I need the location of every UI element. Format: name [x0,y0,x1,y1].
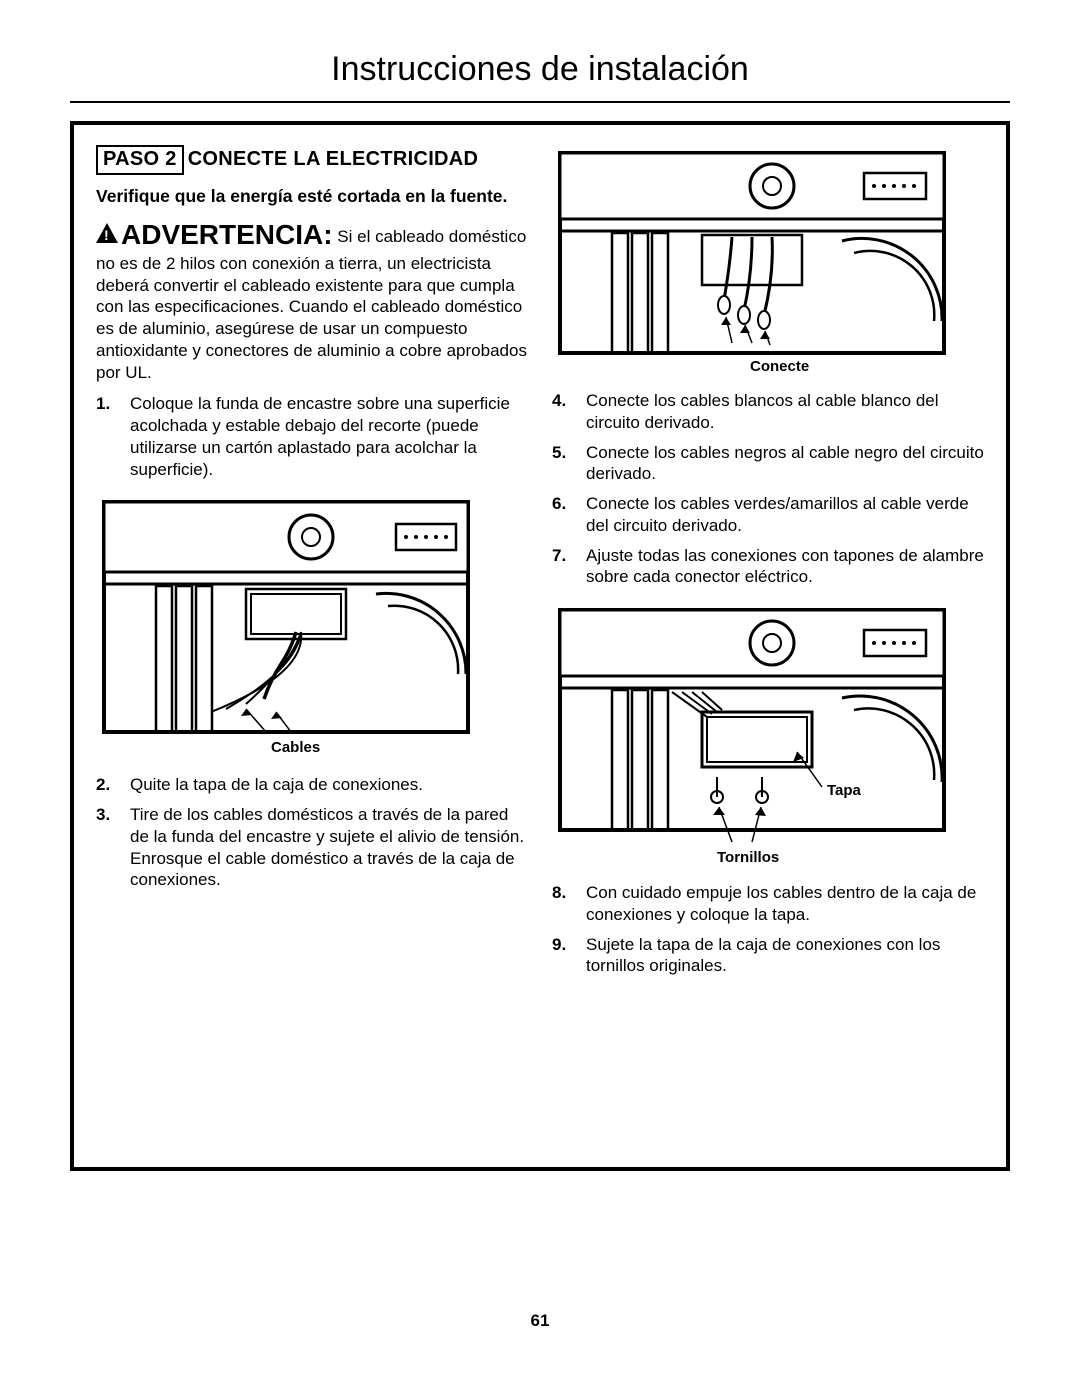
steps-list-right-2: 8.Con cuidado empuje los cables dentro d… [552,882,984,977]
step-5-text: Conecte los cables negros al cable negro… [586,443,984,484]
step-3: 3.Tire de los cables domésticos a través… [120,804,528,891]
step-7-text: Ajuste todas las conexiones con tapones … [586,546,984,587]
step-3-text: Tire de los cables domésticos a través d… [130,805,524,889]
step-8-text: Con cuidado empuje los cables dentro de … [586,883,976,924]
steps-list-left-2: 2.Quite la tapa de la caja de conexiones… [96,774,528,891]
step-9-text: Sujete la tapa de la caja de conexiones … [586,935,940,976]
step-heading: PASO 2CONECTE LA ELECTRICIDAD [96,145,528,175]
figure-tapa-svg: Tapa Tornillos [552,602,952,872]
step-1: 1.Coloque la funda de encastre sobre una… [120,393,528,480]
steps-list-left-1: 1.Coloque la funda de encastre sobre una… [96,393,528,480]
step-1-text: Coloque la funda de encastre sobre una s… [130,394,510,478]
left-column: PASO 2CONECTE LA ELECTRICIDAD Verifique … [96,145,528,985]
content-frame: PASO 2CONECTE LA ELECTRICIDAD Verifique … [70,121,1010,1171]
conecte-label: Conecte [750,358,809,375]
warning-text: Si el cableado doméstico no es de 2 hilo… [96,227,527,382]
step-9: 9.Sujete la tapa de la caja de conexione… [576,934,984,978]
figure-tapa-tornillos: Tapa Tornillos [552,602,984,872]
step-7: 7.Ajuste todas las conexiones con tapone… [576,545,984,589]
step-heading-text: CONECTE LA ELECTRICIDAD [188,148,479,170]
figure-conecte: Conecte [552,145,984,380]
verify-power-line: Verifique que la energía esté cortada en… [96,185,528,207]
step-5: 5.Conecte los cables negros al cable neg… [576,442,984,486]
page-title: Instrucciones de instalación [70,50,1010,89]
right-column: Conecte 4.Conecte los cables blancos al … [552,145,984,985]
figure-cables: Cables [96,494,528,764]
step-4: 4.Conecte los cables blancos al cable bl… [576,390,984,434]
step-2-text: Quite la tapa de la caja de conexiones. [130,775,423,794]
figure-conecte-svg: Conecte [552,145,952,380]
step-6-text: Conecte los cables verdes/amarillos al c… [586,494,969,535]
step-8: 8.Con cuidado empuje los cables dentro d… [576,882,984,926]
warning-paragraph: ADVERTENCIA: Si el cableado doméstico no… [96,217,528,383]
step-box: PASO 2 [96,145,184,175]
warning-label: ADVERTENCIA: [121,219,333,250]
steps-list-right-1: 4.Conecte los cables blancos al cable bl… [552,390,984,588]
step-2: 2.Quite la tapa de la caja de conexiones… [120,774,528,796]
step-6: 6.Conecte los cables verdes/amarillos al… [576,493,984,537]
step-4-text: Conecte los cables blancos al cable blan… [586,391,939,432]
page-number: 61 [70,1311,1010,1331]
cables-label: Cables [271,739,320,756]
horizontal-rule [70,101,1010,103]
two-column-layout: PASO 2CONECTE LA ELECTRICIDAD Verifique … [96,145,984,985]
tornillos-label: Tornillos [717,849,779,866]
tapa-label: Tapa [827,782,862,799]
figure-cables-svg: Cables [96,494,476,764]
warning-triangle-icon [96,223,118,243]
